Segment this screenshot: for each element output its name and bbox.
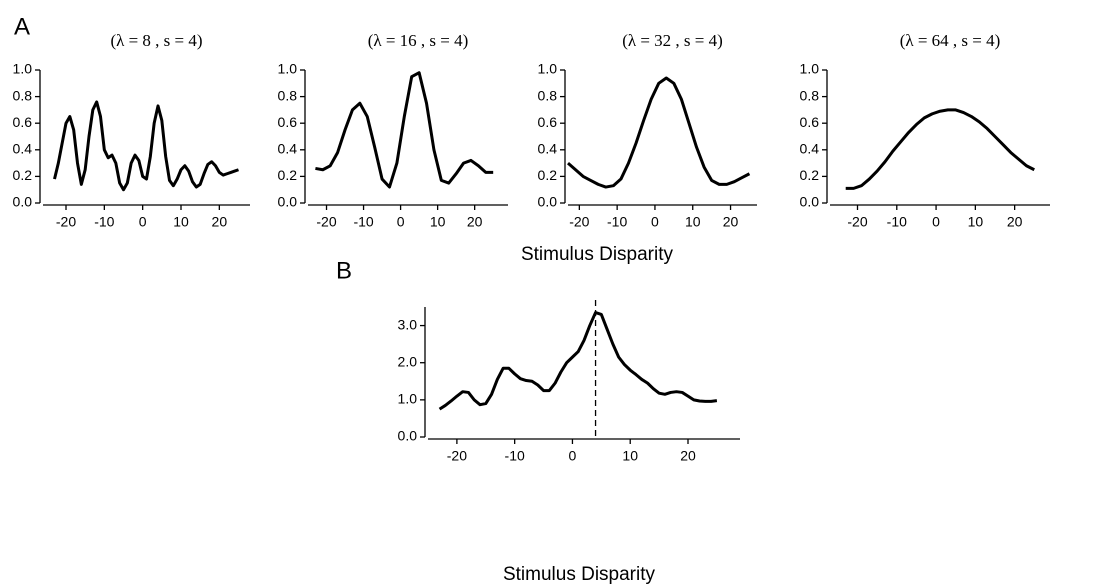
- x-tick-label: 10: [430, 214, 446, 230]
- y-tick-label: 0.2: [13, 167, 33, 183]
- chart-title: (λ = 8 , s = 4): [110, 31, 202, 50]
- y-tick-label: 0.6: [278, 114, 298, 130]
- panel-label: A: [14, 13, 30, 40]
- x-tick-label: -10: [887, 214, 907, 230]
- x-tick-label: 10: [968, 214, 984, 230]
- x-axis-label: Stimulus Disparity: [503, 564, 656, 585]
- x-tick-label: -10: [94, 214, 114, 230]
- x-tick-label: -20: [447, 448, 467, 464]
- x-tick-label: 10: [622, 448, 638, 464]
- x-tick-label: -20: [316, 214, 336, 230]
- y-tick-label: 0.0: [800, 194, 820, 210]
- y-tick-label: 1.0: [800, 61, 820, 77]
- x-tick-label: -10: [607, 214, 627, 230]
- x-tick-label: -10: [505, 448, 525, 464]
- x-tick-label: 20: [723, 214, 739, 230]
- y-tick-label: 0.6: [800, 114, 820, 130]
- data-line: [53, 100, 239, 192]
- y-tick-label: 0.0: [278, 194, 298, 210]
- data-line: [438, 311, 718, 411]
- x-tick-label: 0: [397, 214, 405, 230]
- y-tick-label: 0.4: [278, 141, 298, 157]
- y-tick-label: 1.0: [398, 391, 418, 407]
- chart-title: (λ = 64 , s = 4): [900, 31, 1001, 50]
- y-tick-label: 0.0: [538, 194, 558, 210]
- x-tick-label: 20: [467, 214, 483, 230]
- y-tick-label: 0.4: [13, 141, 33, 157]
- y-tick-label: 0.2: [278, 167, 298, 183]
- x-tick-label: 20: [1007, 214, 1023, 230]
- y-tick-label: 0.6: [13, 114, 33, 130]
- data-line: [315, 71, 494, 189]
- x-tick-label: 0: [651, 214, 659, 230]
- y-tick-label: 3.0: [398, 316, 418, 332]
- x-tick-label: 10: [173, 214, 189, 230]
- x-tick-label: 0: [139, 214, 147, 230]
- y-tick-label: 0.4: [800, 141, 820, 157]
- x-tick-label: -10: [353, 214, 373, 230]
- y-tick-label: 0.8: [538, 87, 558, 103]
- x-tick-label: 20: [212, 214, 228, 230]
- chart-title: (λ = 32 , s = 4): [622, 31, 723, 50]
- x-tick-label: -20: [569, 214, 589, 230]
- x-axis-label: Stimulus Disparity: [521, 244, 674, 265]
- y-tick-label: 2.0: [398, 353, 418, 369]
- y-tick-label: 1.0: [538, 61, 558, 77]
- x-tick-label: 0: [932, 214, 940, 230]
- y-tick-label: 1.0: [278, 61, 298, 77]
- x-tick-label: 20: [680, 448, 696, 464]
- y-tick-label: 0.0: [398, 428, 418, 444]
- y-tick-label: 0.6: [538, 114, 558, 130]
- data-line: [845, 108, 1035, 190]
- chart-title: (λ = 16 , s = 4): [368, 31, 469, 50]
- y-tick-label: 0.2: [800, 167, 820, 183]
- y-tick-label: 0.0: [13, 194, 33, 210]
- x-tick-label: 10: [685, 214, 701, 230]
- x-tick-label: -20: [847, 214, 867, 230]
- data-line: [567, 76, 751, 189]
- y-tick-label: 0.4: [538, 141, 558, 157]
- x-tick-label: -20: [56, 214, 76, 230]
- y-tick-label: 0.8: [800, 87, 820, 103]
- x-tick-label: 0: [569, 448, 577, 464]
- y-tick-label: 0.8: [278, 87, 298, 103]
- y-tick-label: 0.8: [13, 87, 33, 103]
- y-tick-label: 1.0: [13, 61, 33, 77]
- panel-label: B: [336, 257, 352, 284]
- y-tick-label: 0.2: [538, 167, 558, 183]
